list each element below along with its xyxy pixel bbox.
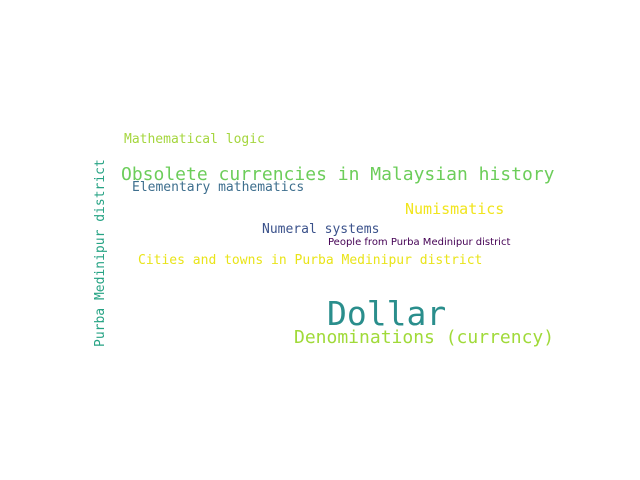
word-cities-and-towns: Cities and towns in Purba Medinipur dist… xyxy=(138,253,483,268)
word-numeral-systems: Numeral systems xyxy=(262,222,380,237)
word-numismatics: Numismatics xyxy=(405,200,505,218)
word-elementary-mathematics: Elementary mathematics xyxy=(132,180,305,195)
word-dollar: Dollar xyxy=(327,294,447,333)
word-mathematical-logic: Mathematical logic xyxy=(124,132,265,147)
word-obsolete-currencies: Obsolete currencies in Malaysian history xyxy=(121,164,555,185)
word-purba-medinipur-district: Purba Medinipur district xyxy=(93,159,108,347)
word-denominations: Denominations (currency) xyxy=(294,327,555,348)
word-people-from-purba-medinipur: People from Purba Medinipur district xyxy=(328,237,511,248)
